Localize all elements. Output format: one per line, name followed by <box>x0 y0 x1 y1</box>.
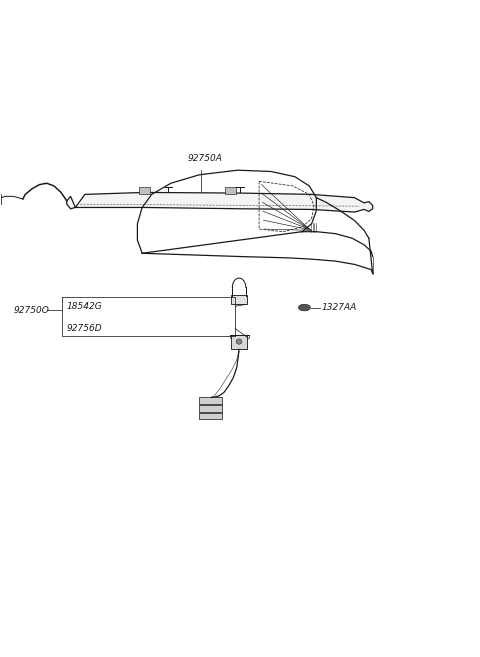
Text: 1327AA: 1327AA <box>321 303 356 312</box>
Bar <box>225 187 236 194</box>
Ellipse shape <box>236 339 242 344</box>
Polygon shape <box>67 193 372 212</box>
Bar <box>199 413 222 419</box>
Bar <box>199 405 222 411</box>
Text: 92750O: 92750O <box>13 306 49 315</box>
Ellipse shape <box>299 304 311 311</box>
Text: 92756D: 92756D <box>66 324 102 333</box>
Bar <box>139 187 150 194</box>
Bar <box>0 194 1 204</box>
Bar <box>231 295 247 304</box>
Bar <box>199 397 222 404</box>
Bar <box>231 335 247 350</box>
Text: 18542G: 18542G <box>66 302 102 311</box>
Text: 92750A: 92750A <box>188 154 222 163</box>
